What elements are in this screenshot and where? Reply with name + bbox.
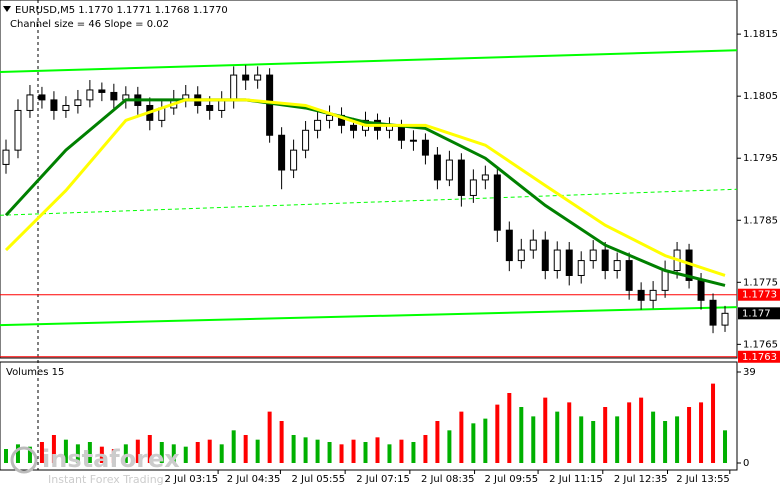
candle-body	[649, 289, 657, 301]
candle-body	[421, 139, 429, 156]
v-tick-label: 0	[743, 458, 749, 469]
candle-body	[38, 94, 46, 101]
header: EURUSD,M5 1.1770 1.1771 1.1768 1.1770	[15, 5, 228, 16]
candle-body	[721, 312, 729, 326]
candle-body	[62, 104, 70, 111]
x-tick-label: 2 Jul 13:55	[676, 474, 730, 485]
level-label: 1.177	[742, 308, 771, 319]
candle-body	[457, 159, 465, 196]
x-tick-label: 2 Jul 08:35	[421, 474, 475, 485]
channel-info: Channel size = 46 Slope = 0.02	[10, 19, 169, 30]
moving-average	[4, 98, 726, 287]
v-tick-label: 39	[743, 367, 756, 378]
level-label: 1.1773	[742, 290, 777, 301]
y-tick-label: 1.1795	[743, 153, 778, 164]
y-tick-label: 1.1785	[743, 215, 778, 226]
candle-body	[445, 159, 453, 181]
candle-body	[218, 99, 226, 111]
candle-body	[278, 134, 286, 171]
candle-body	[493, 174, 501, 231]
candle-body	[26, 94, 34, 111]
candle-body	[350, 124, 358, 131]
y-tick-label: 1.1815	[743, 29, 778, 40]
x-tick-label: 2 Jul 03:15	[164, 474, 218, 485]
candle-body	[613, 260, 621, 272]
level-box	[738, 307, 780, 320]
candle-body	[326, 114, 334, 121]
candle-body	[661, 270, 669, 291]
logo: instaforex	[42, 445, 180, 473]
candle-body	[266, 74, 274, 136]
level-box	[738, 350, 780, 363]
candle-body	[709, 299, 717, 326]
candle-body	[433, 154, 441, 181]
candle-body	[302, 129, 310, 151]
candle-body	[110, 91, 118, 101]
logo-sub: Instant Forex Trading	[48, 473, 164, 486]
candle-body	[314, 119, 322, 131]
level-label: 1.1763	[742, 352, 777, 363]
level-box	[738, 288, 780, 301]
candle-body	[697, 279, 705, 301]
x-tick-label: 2 Jul 07:15	[356, 474, 410, 485]
channel-lower	[0, 306, 738, 327]
x-tick-label: 2 Jul 11:15	[549, 474, 603, 485]
candle-body	[637, 289, 645, 301]
candle-body	[409, 139, 417, 142]
volume-title: Volumes 15	[6, 367, 64, 378]
candle-body	[601, 249, 609, 272]
moving-average	[4, 98, 726, 277]
plot	[0, 49, 738, 463]
candle-body	[14, 109, 22, 151]
collapse-icon	[3, 6, 11, 12]
y-tick-label: 1.1775	[743, 277, 778, 288]
candle-body	[529, 239, 537, 251]
y-tick-label: 1.1765	[743, 339, 778, 350]
x-tick-label: 2 Jul 09:55	[484, 474, 538, 485]
candle-body	[589, 249, 597, 262]
candle-body	[469, 179, 477, 196]
x-tick-label: 2 Jul 04:35	[227, 474, 281, 485]
x-tick-label: 2 Jul 12:35	[614, 474, 668, 485]
price-pane	[0, 0, 738, 359]
y-tick-label: 1.1805	[743, 91, 778, 102]
candle-body	[98, 89, 106, 93]
channel-middle	[0, 188, 738, 216]
candle-body	[206, 104, 214, 111]
logo-icon	[10, 446, 38, 474]
volume-pane	[0, 361, 738, 471]
candle-body	[517, 249, 525, 262]
candle-body	[50, 99, 58, 111]
candle-body	[541, 239, 549, 272]
x-tick-label: 2 Jul 05:55	[292, 474, 346, 485]
candle-body	[2, 149, 10, 165]
candle-body	[74, 99, 82, 106]
candle-body	[290, 149, 298, 171]
candle-body	[254, 74, 262, 81]
candle-body	[553, 249, 561, 272]
candle-body	[242, 74, 250, 81]
channel-upper	[0, 49, 738, 73]
candle-body	[505, 229, 513, 262]
candle-body	[481, 174, 489, 181]
candle-body	[230, 74, 238, 101]
candle-body	[565, 249, 573, 276]
candle-body	[577, 260, 585, 276]
candle-body	[625, 260, 633, 291]
candle-body	[86, 89, 94, 101]
